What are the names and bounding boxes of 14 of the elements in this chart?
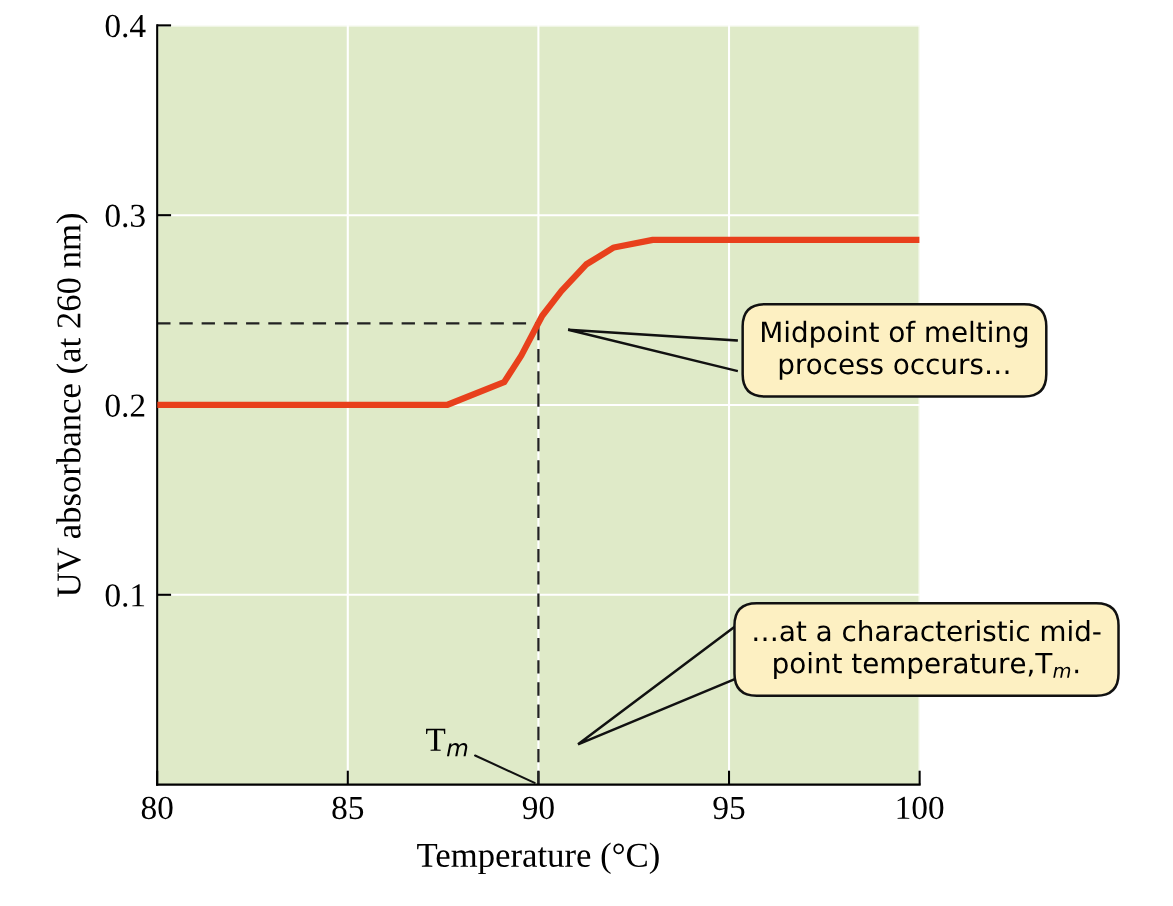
x-tick-label: 100	[897, 796, 944, 820]
annotation: Midpoint of melting process occurs…	[762, 320, 1028, 380]
y-tick-label: 0.2	[105, 394, 145, 418]
x-tick-label: 95	[713, 796, 745, 820]
y-tick-label: 0.1	[105, 584, 145, 607]
x-axis-title: Temperature (°C)	[417, 842, 659, 875]
y-tick-label: 0.4	[105, 14, 146, 38]
x-tick-label: 80	[141, 796, 173, 820]
annotation: T$_{m}$	[426, 728, 468, 757]
y-axis-title: UV absorbance (at 260 nm)	[56, 213, 88, 597]
y-tick-label: 0.3	[105, 204, 145, 228]
annotation: …at a characteristic mid- point temperature,T$_{m}$.	[754, 619, 1101, 679]
x-tick-label: 85	[332, 796, 364, 820]
x-tick-label: 90	[522, 796, 554, 820]
